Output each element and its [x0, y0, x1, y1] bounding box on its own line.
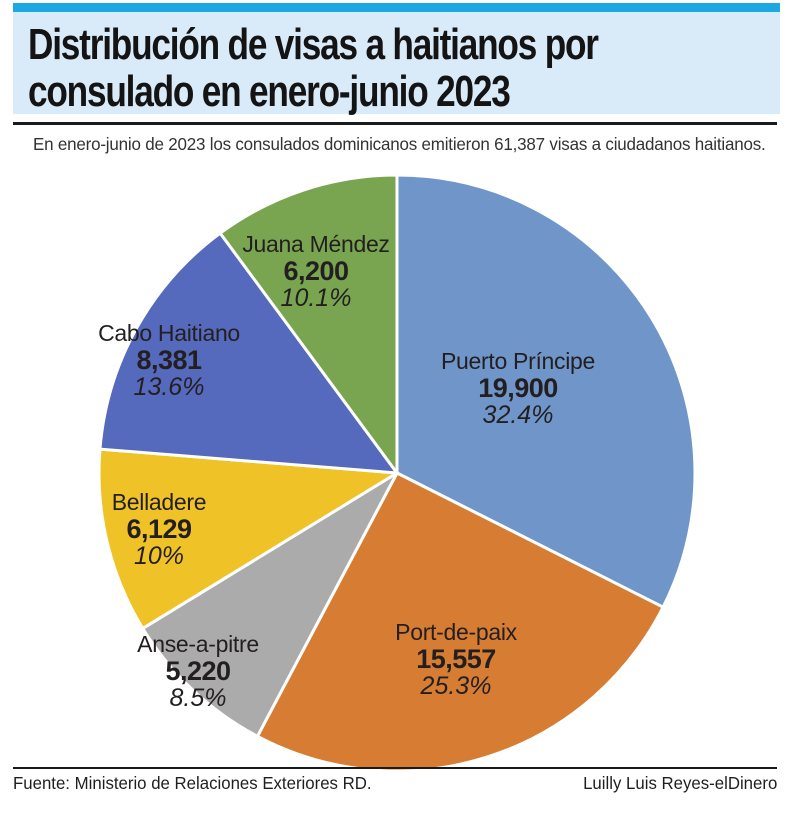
slice-name: Port-de-paix [395, 618, 517, 645]
slice-name: Anse-a-pitre [137, 630, 259, 657]
author-credit: Luilly Luis Reyes-elDinero [582, 773, 777, 793]
slice-name: Puerto Príncipe [440, 347, 596, 374]
header-divider-line [13, 122, 777, 125]
slice-value: 6,200 [283, 255, 349, 286]
pie-slice-juana-mendez [218, 173, 399, 475]
slice-percent: 10% [133, 541, 185, 570]
slice-percent: 8.5% [169, 683, 227, 712]
subtitle: En enero-junio de 2023 los consulados do… [33, 134, 766, 154]
slice-percent: 10.1% [280, 283, 352, 312]
page-title-line2: consulado en enero-junio 2023 [28, 67, 511, 116]
pie-slice-anse-a-pitre [141, 471, 399, 738]
page-title: Distribución de visas a haitianos por co… [28, 21, 740, 115]
slice-value: 6,129 [126, 513, 192, 544]
header: Distribución de visas a haitianos por co… [13, 12, 780, 115]
pie-slice-label-anse-a-pitre: Anse-a-pitre 5,220 8.5% [137, 631, 259, 712]
header-accent-bar [13, 3, 780, 12]
slice-name: Belladere [111, 488, 207, 515]
source-credit: Fuente: Ministerio de Relaciones Exterio… [13, 773, 372, 793]
slice-percent: 32.4% [482, 400, 554, 429]
slice-percent: 25.3% [420, 671, 492, 700]
pie-slice-puerto-principe [395, 173, 697, 609]
slice-value: 5,220 [165, 655, 231, 686]
pie-slice-label-puerto-principe: Puerto Príncipe 19,900 32.4% [441, 348, 595, 429]
slice-value: 15,557 [416, 643, 496, 674]
slice-percent: 13.6% [133, 372, 205, 401]
pie-slice-belladere [97, 447, 399, 630]
slice-value: 19,900 [478, 372, 558, 403]
pie-slice-cabo-haitiano [98, 231, 399, 475]
footer-divider-line [13, 767, 777, 769]
pie-slice-label-juana-mendez: Juana Méndez 6,200 10.1% [242, 230, 390, 312]
slice-name: Juana Méndez [242, 230, 390, 257]
pie-slice-label-belladere: Belladere 6,129 10% [111, 488, 207, 570]
page-title-line1: Distribución de visas a haitianos por [28, 20, 599, 69]
pie-slice-label-cabo-haitiano: Cabo Haitiano 8,381 13.6% [98, 320, 240, 401]
slice-value: 8,381 [136, 344, 202, 375]
pie-slice-label-port-de-paix: Port-de-paix 15,557 25.3% [395, 619, 517, 700]
footer: Fuente: Ministerio de Relaciones Exterio… [13, 773, 777, 794]
slice-name: Cabo Haitiano [98, 319, 240, 346]
